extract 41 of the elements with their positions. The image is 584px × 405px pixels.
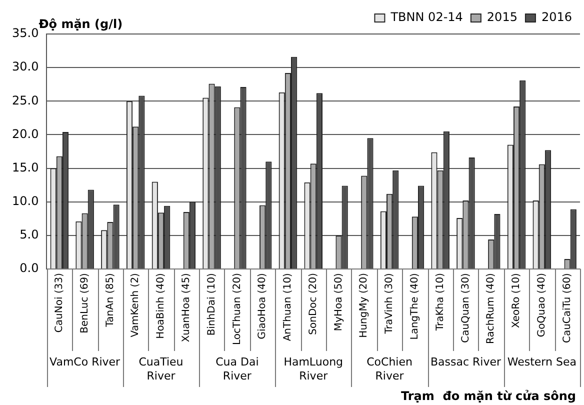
x-axis-title: Trạm đo mặn từ cửa sông <box>401 389 576 404</box>
x-tick-label: GiaoHoa (40) <box>257 272 268 340</box>
y-tick-label: 35.0 <box>12 26 39 40</box>
x-tick-label: SonDoc (20) <box>308 272 319 335</box>
legend-label: 2016 <box>541 10 572 24</box>
y-tick-label: 10.0 <box>12 194 39 208</box>
x-tick-label: CauNoi (33) <box>54 272 66 333</box>
x-tick-label: GoQuao (40) <box>536 272 548 338</box>
x-tick-label: HoaBinh (40) <box>156 272 167 339</box>
y-axis-title: Độ mặn (g/l) <box>38 17 123 32</box>
x-tick-label: TanAn (85) <box>104 272 116 328</box>
x-tick-label: CauQuan (30) <box>460 272 472 343</box>
x-tick-label: TraKha (10) <box>434 272 446 332</box>
text: CuaTieu River <box>138 355 184 382</box>
text: CoChien River <box>366 355 412 382</box>
legend-label: TBNN 02-14 <box>390 10 463 24</box>
x-tick-label: MyHoa (50) <box>333 272 344 332</box>
x-tick-label: TraVinh (30) <box>384 272 396 335</box>
y-tick-label: 15.0 <box>12 160 39 174</box>
x-tick-label: XuanHoa (45) <box>180 272 192 342</box>
x-tick-label: HungMy (20) <box>358 272 370 338</box>
text: VamCo River <box>50 355 121 368</box>
x-tick-label: AnThuan (10) <box>282 272 294 342</box>
legend-label: 2015 <box>486 10 518 24</box>
text: Bassac River <box>430 355 502 368</box>
y-tick-label: 25.0 <box>12 93 39 108</box>
x-tick-label: LocThuan (20) <box>232 272 243 345</box>
x-tick-label: VamKenh (2) <box>130 272 142 338</box>
y-tick-label: 20.0 <box>12 126 39 141</box>
y-tick-label: 0.0 <box>20 261 39 276</box>
text: Cua Dai River <box>216 355 259 382</box>
x-tick-label: CauCaiTu (60) <box>562 272 573 344</box>
x-tick-label: BenLuc (69) <box>79 272 90 334</box>
y-tick-label: 5.0 <box>20 228 39 242</box>
text: HamLuong River <box>284 355 344 382</box>
x-tick-label: LangThe (40) <box>410 272 421 340</box>
y-tick-label: 30.0 <box>12 60 39 74</box>
x-tick-label: RachRum (40) <box>486 272 497 344</box>
text: Western Sea <box>507 355 576 368</box>
x-tick-label: XeoRo (10) <box>511 272 522 328</box>
x-tick-label: BinhDai (10) <box>206 272 218 336</box>
